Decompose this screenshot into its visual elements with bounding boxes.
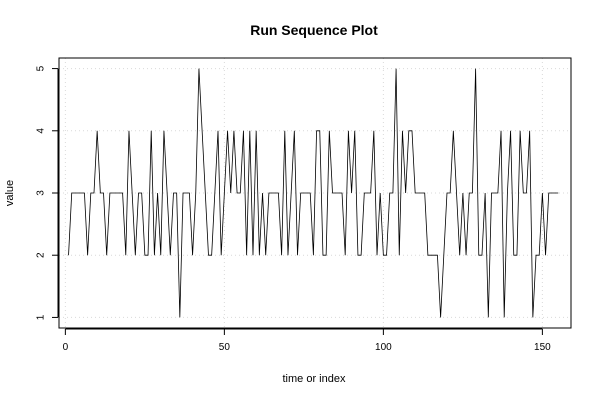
x-tick-label: 150 <box>534 342 551 353</box>
y-tick-label: 1 <box>36 314 47 320</box>
y-tick-label: 5 <box>36 65 47 71</box>
series-line <box>68 68 559 318</box>
x-tick-label: 100 <box>375 342 392 353</box>
y-tick-label: 2 <box>36 252 47 258</box>
y-tick-label: 3 <box>36 190 47 196</box>
y-axis: 1 2 3 4 5 <box>36 65 59 320</box>
plot-frame <box>58 57 572 329</box>
x-tick-label: 0 <box>63 342 69 353</box>
y-tick-label: 4 <box>36 128 47 134</box>
x-axis: 0 50 100 150 <box>63 328 551 353</box>
x-axis-label: time or index <box>283 373 346 385</box>
chart-title: Run Sequence Plot <box>250 22 378 38</box>
x-tick-label: 50 <box>219 342 231 353</box>
series-layer <box>68 68 559 318</box>
y-axis-label: value <box>4 180 16 206</box>
